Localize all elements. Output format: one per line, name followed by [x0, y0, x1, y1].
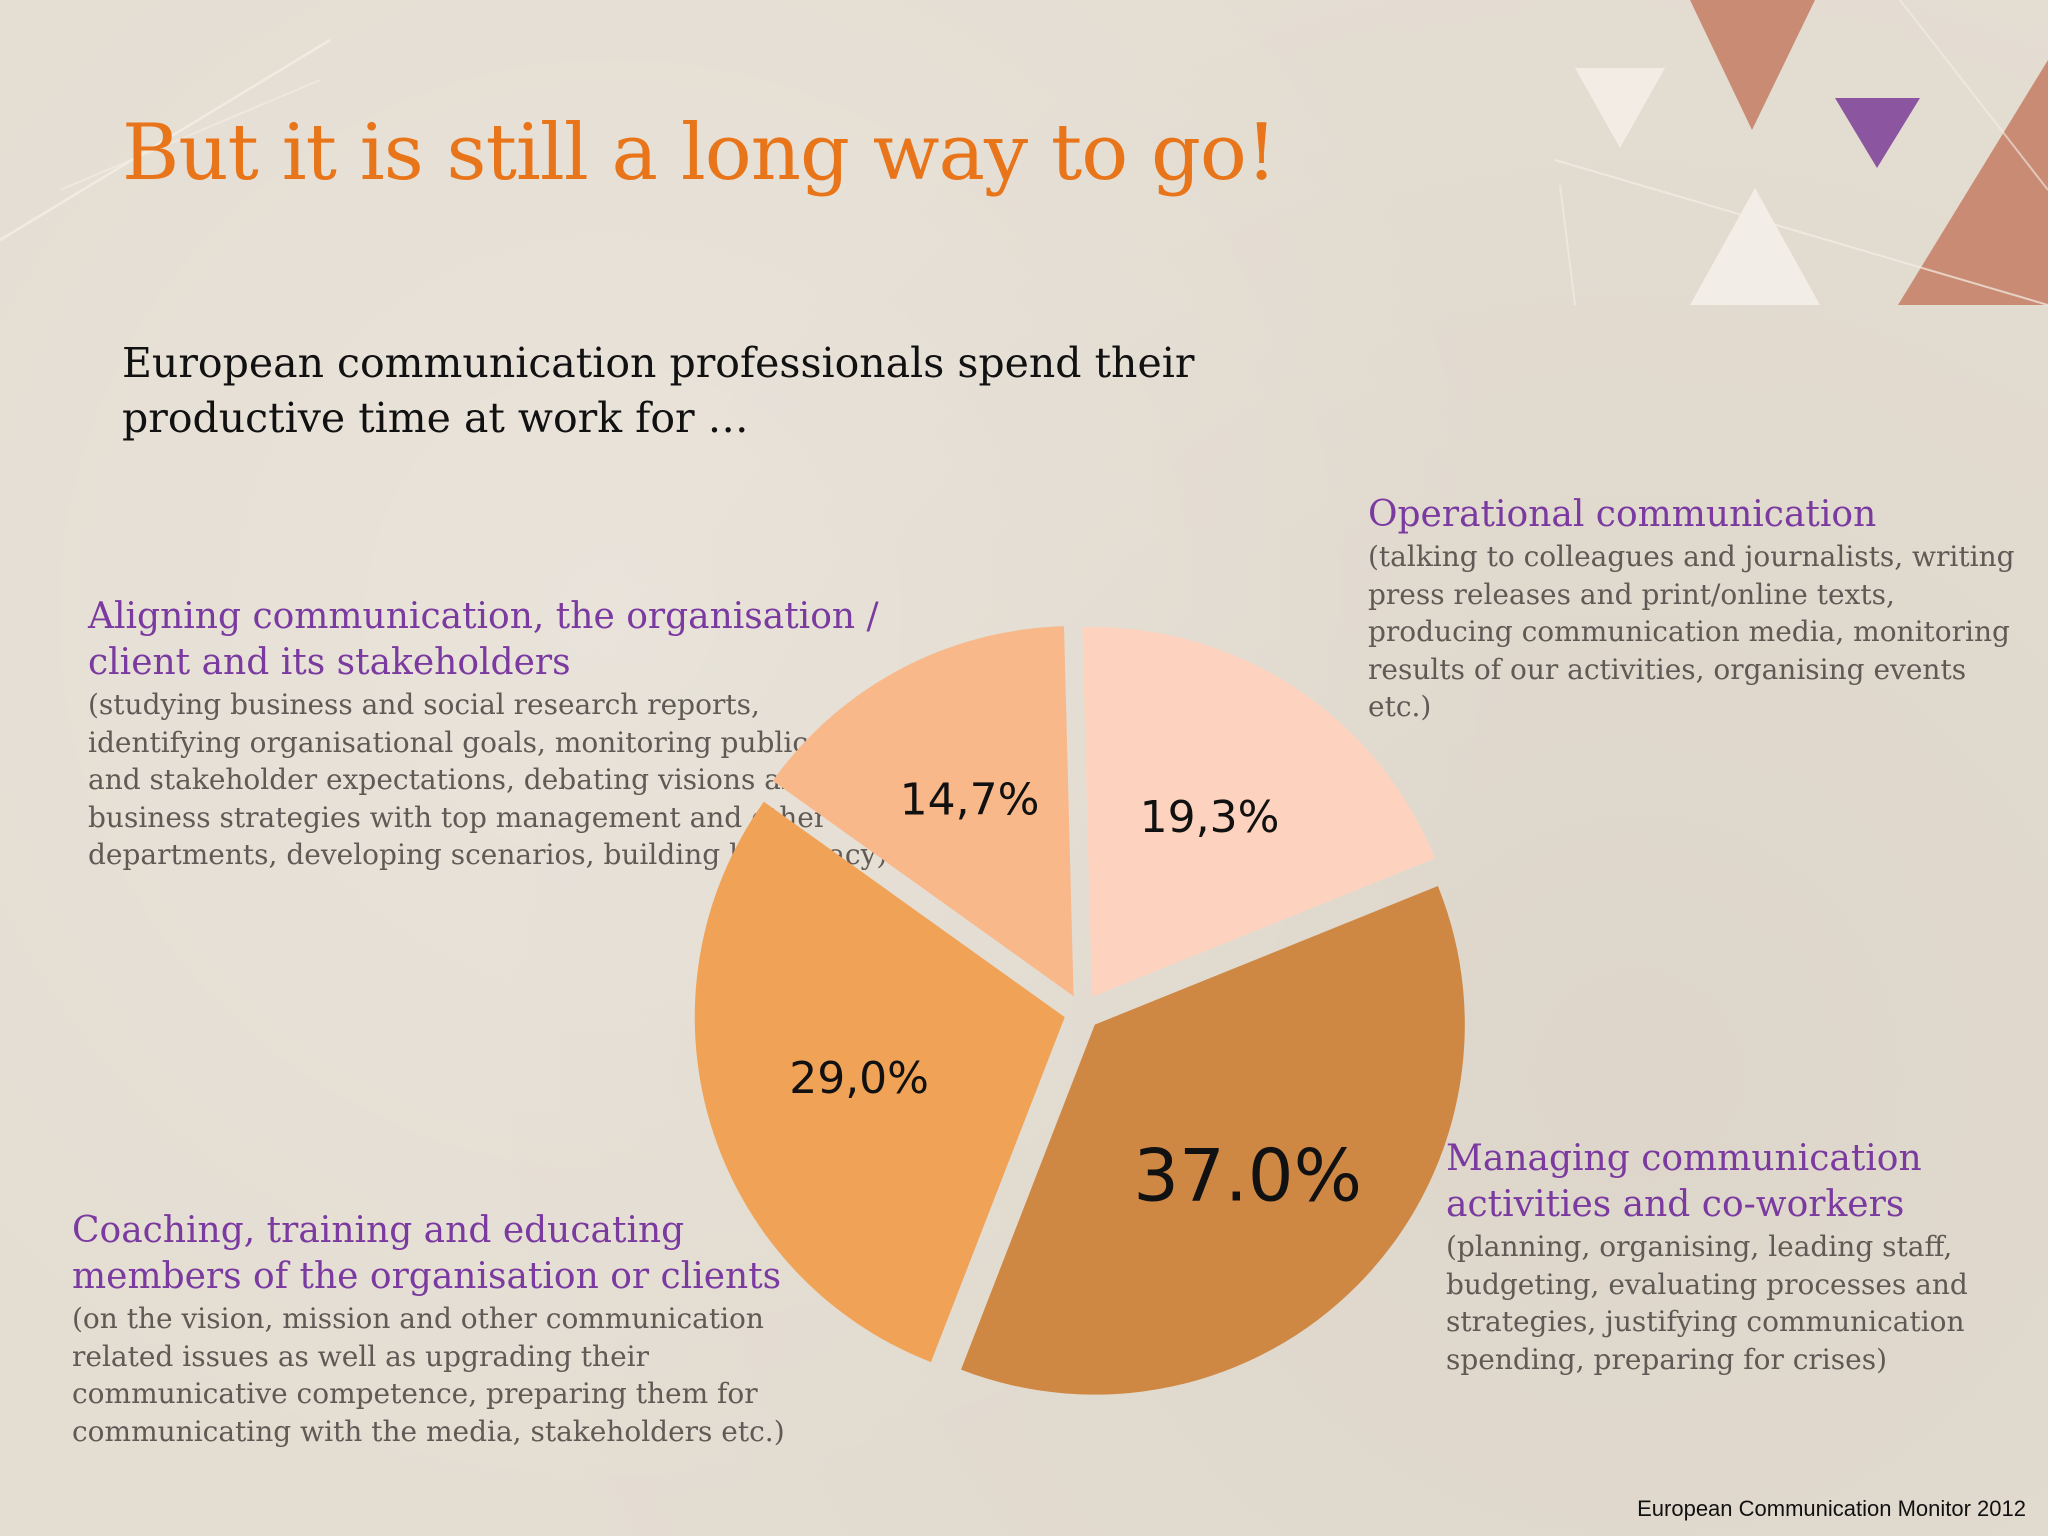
page-title: But it is still a long way to go! [122, 108, 1277, 198]
pie-slice-1 [961, 886, 1465, 1395]
pie-slice-4 [1082, 626, 1435, 997]
category-heading-operational: Operational communication [1368, 494, 1877, 535]
subtitle: European communication professionals spe… [122, 339, 1195, 442]
pie-label-2: 29,0% [789, 1053, 929, 1104]
category-description-managing: (planning, organising, leading staff, bu… [1446, 1230, 1968, 1376]
category-heading-managing: Managing communication activities and co… [1446, 1138, 1922, 1225]
category-block-coaching: Coaching, training and educating members… [72, 1208, 832, 1450]
pie-slice-2 [694, 801, 1065, 1363]
source-credit: European Communication Monitor 2012 [1637, 1496, 2026, 1521]
pie-slice-3 [772, 626, 1074, 997]
category-block-managing: Managing communication activities and co… [1446, 1136, 2036, 1378]
category-block-operational: Operational communication (talking to co… [1368, 492, 2028, 726]
pie-label-3: 14,7% [900, 774, 1040, 825]
category-heading-coaching: Coaching, training and educating members… [72, 1210, 782, 1297]
pie-label-4: 19,3% [1140, 792, 1280, 843]
category-heading-aligning: Aligning communication, the organisation… [88, 596, 879, 683]
category-description-operational: (talking to colleagues and journalists, … [1368, 540, 2015, 723]
category-description-coaching: (on the vision, mission and other commun… [72, 1302, 785, 1448]
pie-label-1: 37.0% [1133, 1133, 1362, 1217]
